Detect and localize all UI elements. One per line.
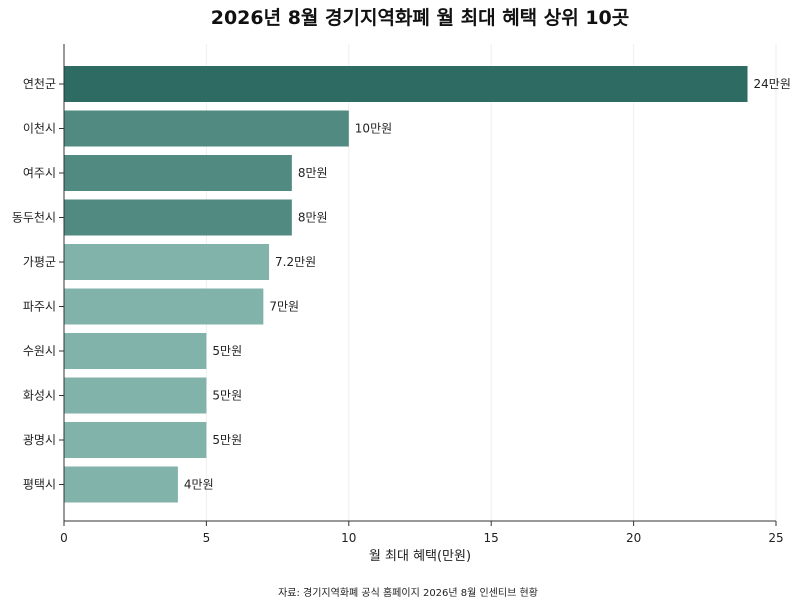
x-tick-label: 15 (484, 531, 499, 545)
bar (64, 288, 264, 325)
y-tick-label: 연천군 (23, 76, 56, 91)
data-label: 10만원 (355, 122, 392, 136)
bar (64, 333, 207, 369)
data-label: 4만원 (184, 478, 214, 492)
bar (64, 155, 292, 191)
data-label: 8만원 (298, 211, 328, 225)
bar (64, 466, 178, 503)
y-tick-label: 파주시 (23, 300, 56, 314)
x-tick-label: 5 (203, 531, 211, 545)
data-label: 5만원 (212, 433, 242, 447)
data-labels: 24만원 10만원 8만원 8만원 7.2만원 7만원 5만원 5만원 5만원 4만원 (184, 77, 791, 492)
data-label: 7.2만원 (275, 255, 316, 269)
bar (64, 422, 207, 458)
data-label: 24만원 (754, 77, 791, 91)
y-tick-label: 동두천시 (12, 210, 56, 225)
y-tick-label: 여주시 (23, 166, 56, 180)
y-tick-label: 화성시 (23, 389, 56, 403)
bar (64, 66, 748, 102)
bar (64, 110, 349, 147)
data-label: 7만원 (269, 300, 299, 314)
bars (64, 66, 748, 503)
x-axis: 0 5 10 15 20 25 (60, 44, 784, 545)
source-note: 자료: 경기지역화폐 공식 홈페이지 2026년 8월 인센티브 현황 (278, 586, 538, 599)
x-tick-label: 25 (768, 531, 783, 545)
bar (64, 199, 292, 236)
y-tick-label: 이천시 (23, 121, 56, 136)
data-label: 5만원 (212, 344, 242, 358)
x-axis-label: 월 최대 혜택(만원) (369, 549, 471, 564)
x-tick-label: 20 (626, 531, 641, 545)
x-tick-label: 10 (341, 531, 356, 545)
bar (64, 377, 207, 414)
y-tick-label: 광명시 (23, 433, 56, 447)
bar (64, 244, 270, 280)
chart-title: 2026년 8월 경기지역화폐 월 최대 혜택 상위 10곳 (211, 7, 630, 29)
y-tick-label: 평택시 (23, 478, 56, 492)
x-tick-label: 0 (60, 531, 68, 545)
y-tick-label: 가평군 (23, 255, 56, 269)
data-label: 5만원 (212, 389, 242, 403)
y-tick-label: 수원시 (23, 344, 56, 358)
data-label: 8만원 (298, 166, 328, 180)
